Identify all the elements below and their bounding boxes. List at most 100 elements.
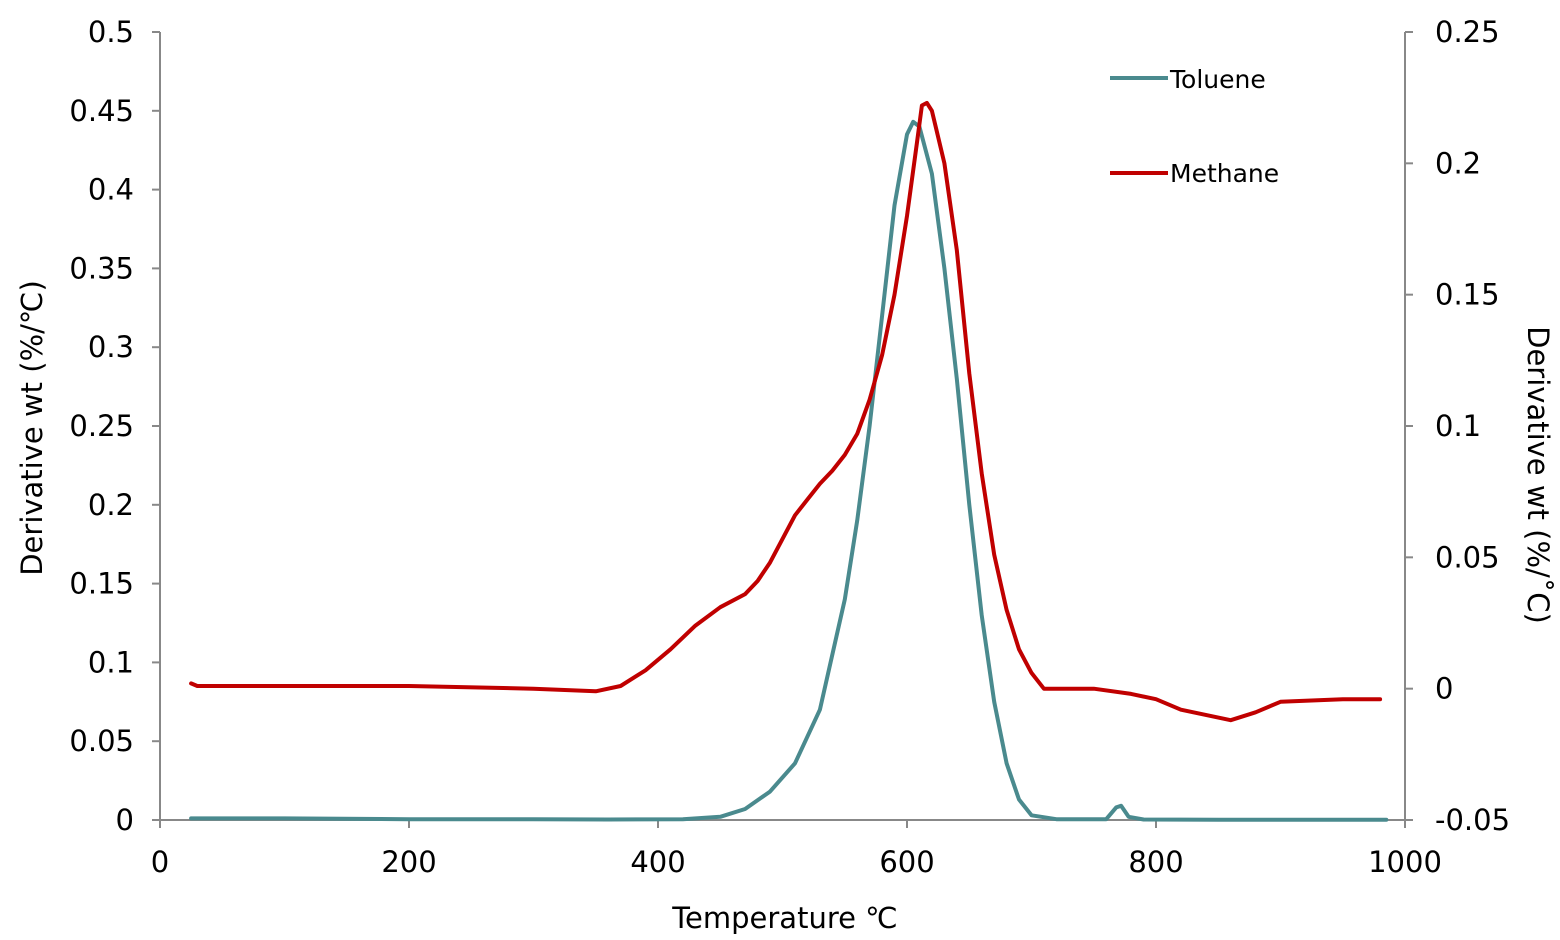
- data-point-methane: [743, 592, 747, 596]
- data-point-methane: [282, 684, 287, 688]
- left-y-tick-label: 0.05: [69, 724, 134, 758]
- data-point-toluene: [282, 816, 287, 821]
- data-point-methane: [1254, 710, 1258, 714]
- data-point-methane: [718, 605, 722, 609]
- data-point-toluene: [189, 816, 193, 821]
- data-point-methane: [780, 537, 785, 541]
- x-tick-label: 600: [879, 845, 934, 879]
- data-point-toluene: [855, 519, 859, 523]
- data-point-methane: [1092, 687, 1096, 691]
- data-point-toluene: [407, 817, 411, 821]
- data-point-toluene: [911, 120, 915, 124]
- data-point-methane: [1378, 697, 1382, 701]
- left-y-tick-label: 0.35: [69, 251, 134, 285]
- data-point-methane: [955, 248, 959, 252]
- data-point-methane: [668, 647, 673, 651]
- data-point-toluene: [718, 815, 722, 819]
- data-point-methane: [619, 684, 623, 688]
- right-y-axis-ticks: -0.05 0 0.05 0.1 0.15 0.2 0.25: [1405, 15, 1510, 837]
- left-y-tick-label: 0.4: [88, 173, 134, 207]
- right-y-tick-label: 0.1: [1435, 409, 1481, 443]
- series-line-methane: [189, 100, 1383, 723]
- data-point-methane: [756, 579, 760, 583]
- data-point-methane: [868, 398, 872, 402]
- data-point-methane: [793, 513, 797, 517]
- data-point-methane: [693, 624, 698, 628]
- data-point-methane: [643, 668, 648, 672]
- data-point-methane: [967, 371, 971, 376]
- data-point-methane: [195, 684, 199, 688]
- left-y-axis-ticks: 0 0.05 0.1 0.15 0.2 0.25 0.3 0.35 0.4 0.45 0.5: [69, 15, 160, 837]
- data-point-toluene: [1104, 817, 1108, 821]
- data-point-toluene: [681, 817, 685, 821]
- data-point-methane: [915, 140, 919, 144]
- left-y-tick-label: 0.2: [88, 488, 134, 522]
- data-point-methane: [768, 561, 772, 565]
- right-y-tick-label: 0.05: [1435, 540, 1500, 574]
- data-point-methane: [925, 101, 929, 105]
- data-point-toluene: [1216, 818, 1220, 822]
- left-y-tick-label: 0.45: [69, 94, 134, 128]
- data-point-methane: [843, 453, 847, 457]
- data-point-methane: [905, 214, 909, 218]
- data-point-methane: [920, 103, 924, 108]
- data-point-toluene: [1341, 818, 1345, 822]
- data-point-methane: [1229, 718, 1233, 722]
- data-point-toluene: [942, 266, 947, 270]
- data-point-toluene: [955, 377, 959, 381]
- data-point-methane: [942, 161, 947, 165]
- data-point-toluene: [980, 613, 984, 617]
- data-point-methane: [1341, 697, 1345, 701]
- data-point-toluene: [1119, 804, 1123, 808]
- data-point-toluene: [1127, 815, 1131, 819]
- right-y-tick-label: -0.05: [1435, 803, 1510, 837]
- left-y-tick-label: 0.5: [88, 15, 134, 49]
- series-layer: [189, 100, 1389, 822]
- x-tick-label: 0: [151, 845, 169, 879]
- data-point-methane: [594, 689, 598, 693]
- left-y-tick-label: 0.3: [88, 330, 134, 364]
- data-point-methane: [1278, 700, 1283, 704]
- right-y-tick-label: 0.15: [1435, 278, 1500, 312]
- data-point-methane: [818, 482, 822, 486]
- data-point-toluene: [1029, 813, 1034, 817]
- data-point-methane: [1042, 687, 1046, 691]
- data-point-methane: [930, 109, 934, 113]
- data-point-methane: [880, 353, 884, 357]
- x-axis-ticks: 0 200 400 600 800 1000: [151, 820, 1442, 879]
- left-y-axis-title: Derivative wt (%/℃): [15, 280, 49, 576]
- data-point-toluene: [606, 817, 610, 822]
- data-point-methane: [1179, 708, 1183, 712]
- data-point-methane: [1029, 671, 1034, 675]
- data-point-toluene: [531, 817, 536, 821]
- left-y-tick-label: 0: [116, 803, 134, 837]
- data-point-methane: [805, 497, 810, 502]
- legend: Toluene Methane: [1110, 65, 1279, 188]
- data-point-methane: [1129, 692, 1133, 696]
- left-y-tick-label: 0.15: [69, 567, 134, 601]
- data-point-toluene: [1017, 797, 1021, 802]
- data-point-toluene: [892, 203, 897, 207]
- right-y-tick-label: 0.25: [1435, 15, 1500, 49]
- axes: [159, 32, 1406, 821]
- data-point-methane: [980, 471, 984, 475]
- data-point-toluene: [1054, 817, 1058, 821]
- data-point-toluene: [905, 132, 909, 136]
- data-point-toluene: [793, 761, 797, 765]
- data-point-methane: [1017, 647, 1021, 651]
- data-point-toluene: [1384, 818, 1388, 822]
- legend-label-toluene: Toluene: [1169, 65, 1266, 94]
- data-point-toluene: [1142, 817, 1146, 822]
- right-y-axis-title: Derivative wt (%/˚C): [1521, 326, 1555, 624]
- data-point-methane: [1154, 697, 1158, 701]
- data-point-methane: [531, 687, 536, 691]
- right-y-tick-label: 0.2: [1435, 146, 1481, 180]
- data-point-methane: [992, 553, 996, 557]
- x-axis-title: Temperature ℃: [671, 901, 898, 935]
- right-y-tick-label: 0: [1435, 672, 1453, 706]
- data-point-methane: [1005, 608, 1009, 612]
- data-point-toluene: [843, 597, 847, 602]
- x-tick-label: 800: [1128, 845, 1183, 879]
- data-point-methane: [407, 684, 411, 688]
